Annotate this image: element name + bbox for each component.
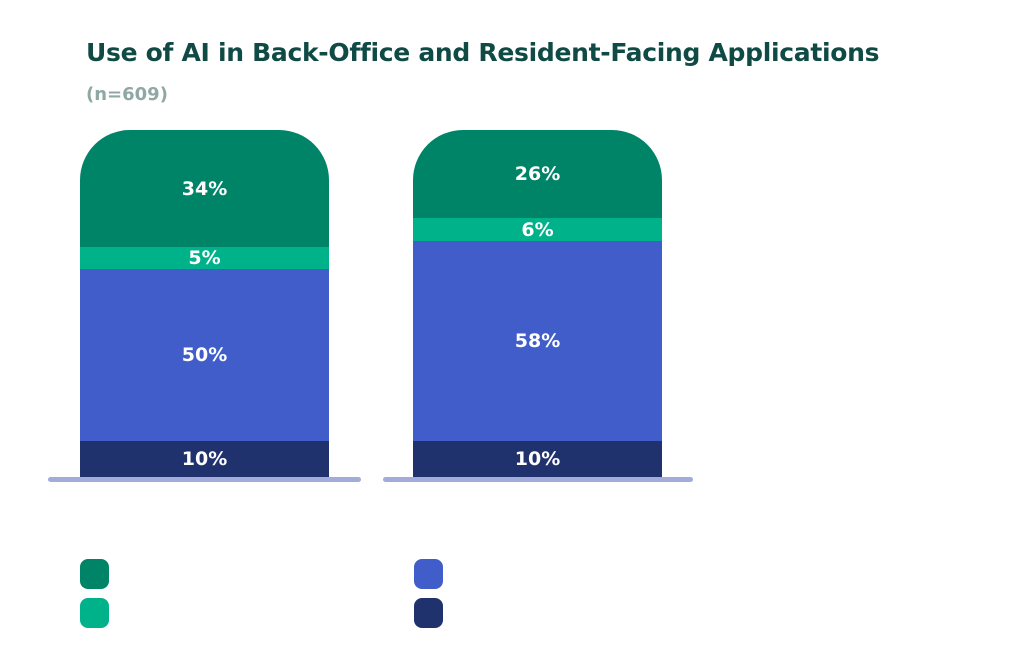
bar-1-segment-series-3: 50% [80, 269, 329, 441]
bar-1-baseline [48, 477, 361, 482]
bar-2-segment-series-3: 58% [413, 241, 662, 441]
bar-2-segment-series-2: 6% [413, 218, 662, 241]
stacked-bar-2: 26% 6% 58% 10% [413, 130, 662, 477]
bar-2-segment-2-label: 6% [521, 218, 554, 241]
bar-1-segment-series-1: 34% [80, 130, 329, 247]
bar-1-segment-4-label: 10% [181, 448, 228, 470]
legend-swatch-series-1 [80, 559, 109, 589]
bar-2-segment-3-label: 58% [514, 330, 561, 352]
legend-swatch-series-3 [414, 559, 443, 589]
chart-subtitle: (n=609) [86, 84, 168, 105]
bar-2-segment-series-1: 26% [413, 130, 662, 218]
bar-1-segment-1-label: 34% [181, 177, 228, 200]
bar-2-baseline [383, 477, 693, 482]
bar-2-segment-1-label: 26% [514, 163, 561, 185]
bar-1-segment-3-label: 50% [181, 344, 228, 366]
bar-1-segment-series-4: 10% [80, 441, 329, 477]
stacked-bar-1: 34% 5% 50% 10% [80, 130, 329, 477]
legend-swatch-series-4 [414, 598, 443, 628]
bar-1-segment-2-label: 5% [188, 247, 221, 269]
bar-1-segment-series-2: 5% [80, 247, 329, 269]
bar-2-segment-series-4: 10% [413, 441, 662, 477]
chart-title: Use of AI in Back-Office and Resident-Fa… [86, 38, 880, 67]
bar-2-segment-4-label: 10% [514, 448, 561, 470]
legend-swatch-series-2 [80, 598, 109, 628]
